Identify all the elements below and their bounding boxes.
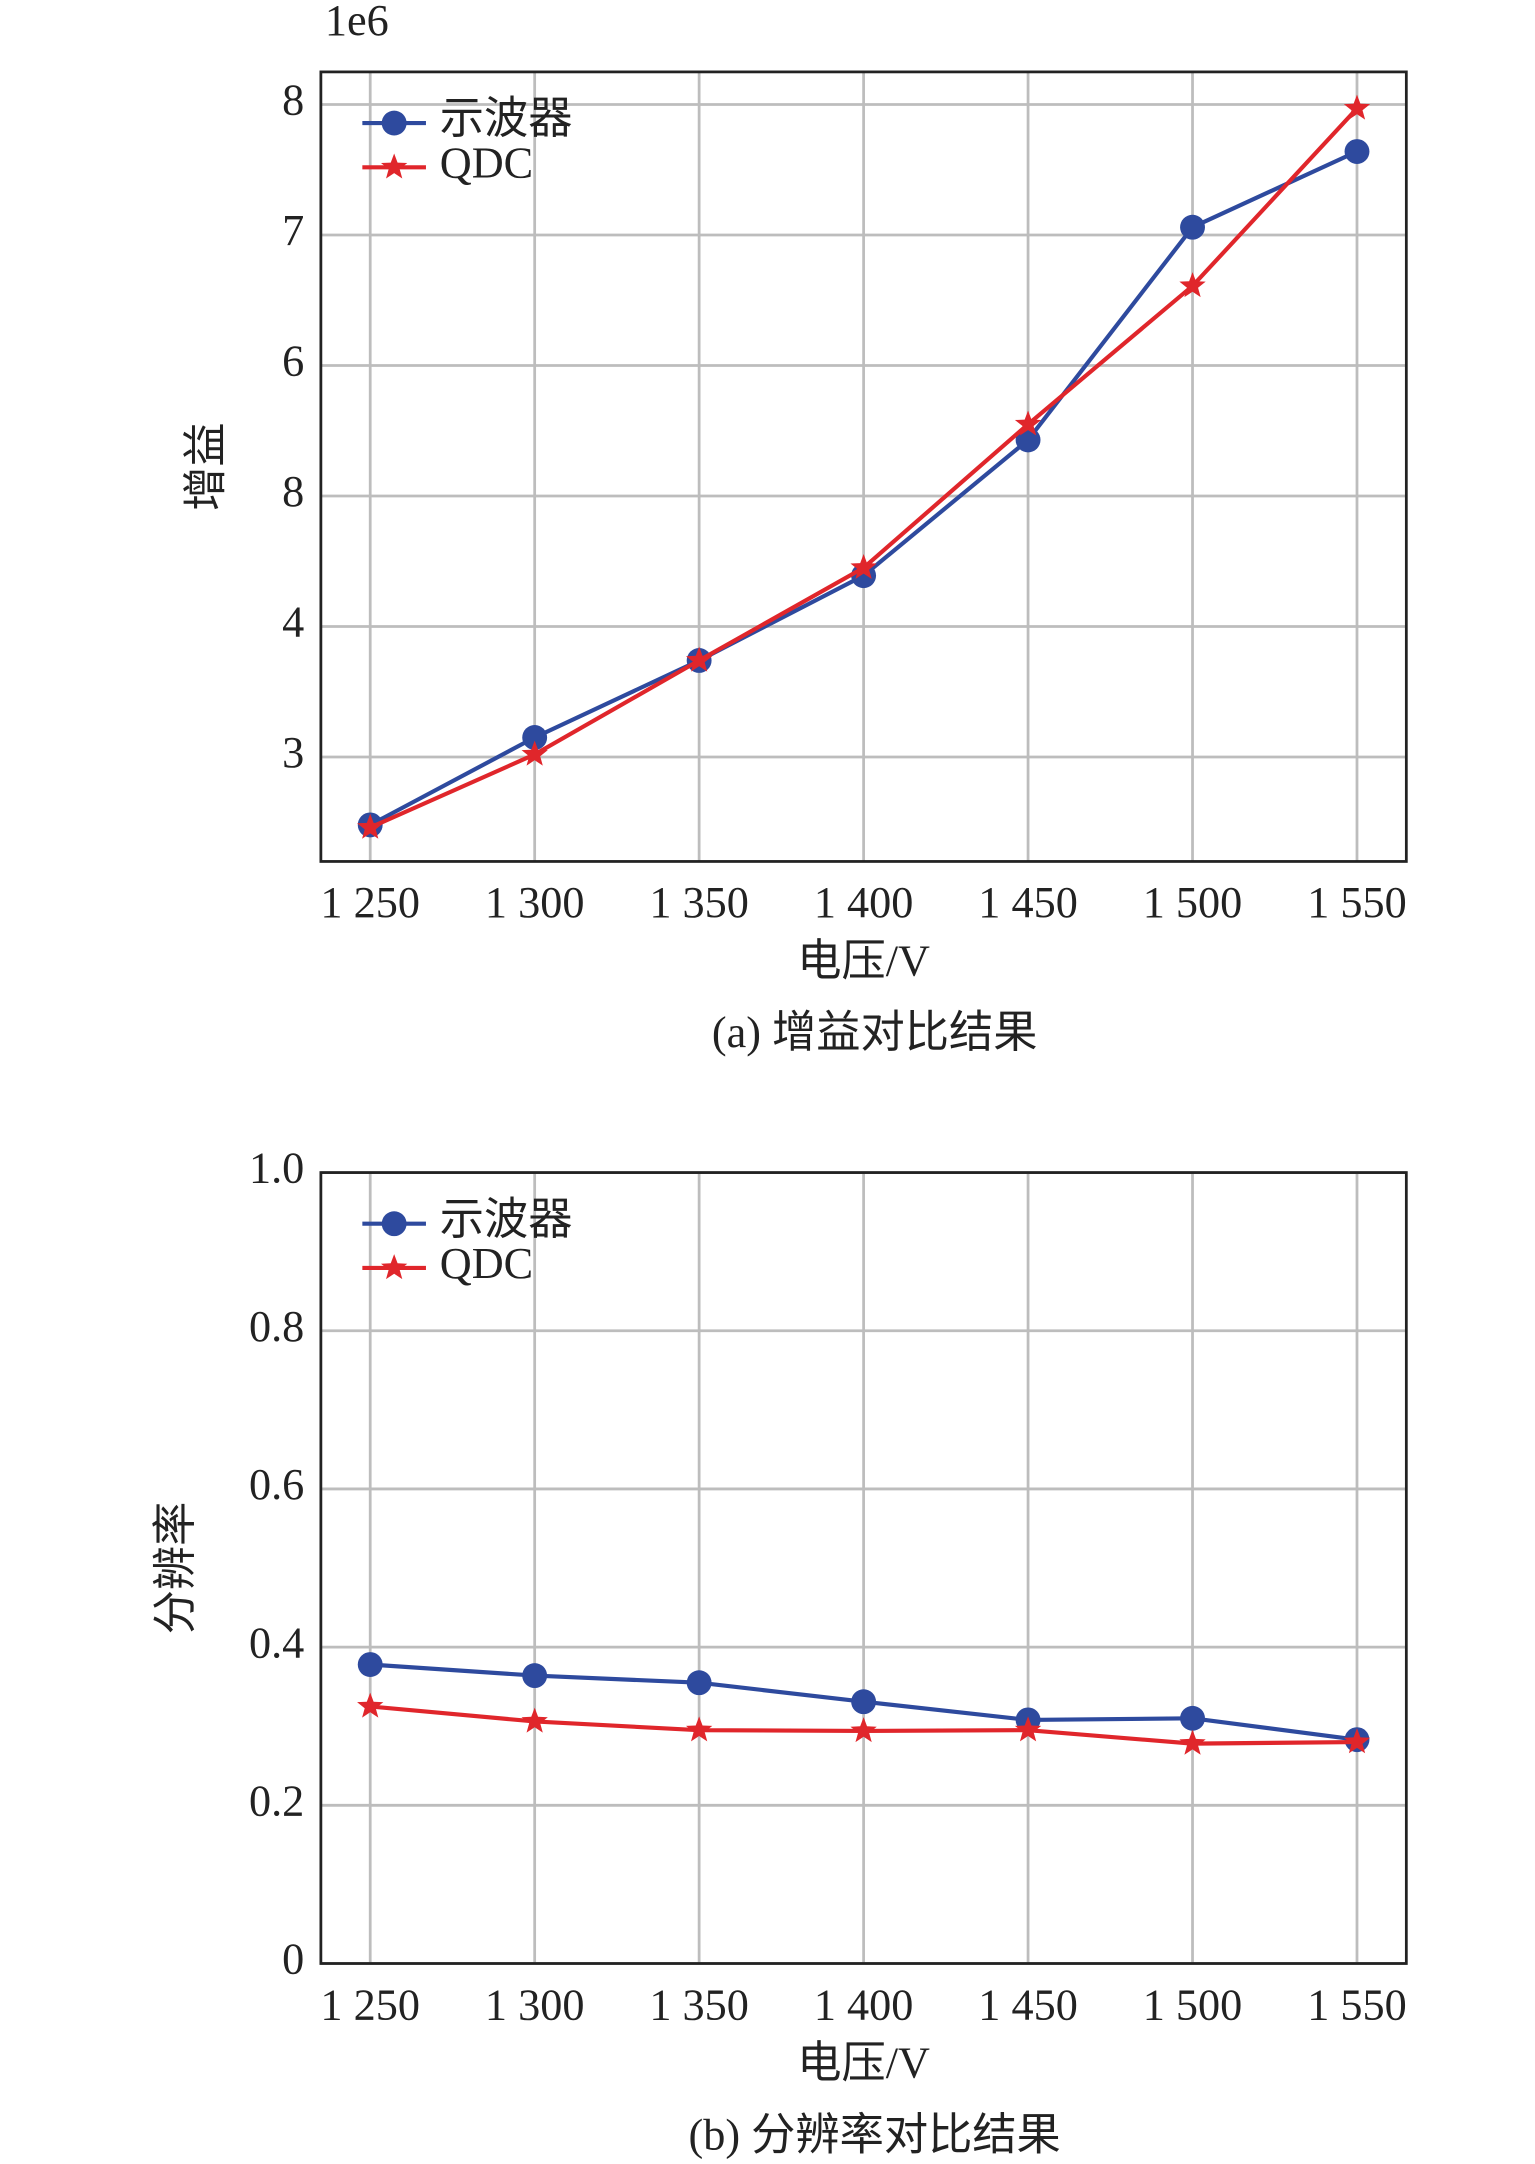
y-tick-label: 0.4 xyxy=(249,1618,304,1667)
plot-frame xyxy=(319,70,1408,863)
y-tick-label: 7 xyxy=(282,206,304,255)
y-tick-label: 1.0 xyxy=(249,1144,304,1193)
x-tick-label: 1 250 xyxy=(320,878,420,927)
legend-label: QDC xyxy=(440,138,533,187)
x-tick-label: 1 350 xyxy=(649,878,749,927)
y-tick-label: 6 xyxy=(282,337,304,386)
point-marker xyxy=(850,553,877,579)
point-marker xyxy=(357,1692,384,1718)
x-tick-label: 1 550 xyxy=(1307,1980,1407,2029)
point-marker xyxy=(1180,214,1205,240)
legend-label: 示波器 xyxy=(440,94,573,143)
point-marker xyxy=(850,1717,877,1743)
point-marker xyxy=(685,646,713,672)
legend-marker xyxy=(381,153,408,179)
point-marker xyxy=(1344,139,1370,164)
x-tick-label: 1 450 xyxy=(978,878,1078,927)
x-tick-label: 1 450 xyxy=(978,1980,1078,2029)
x-tick-label: 1 400 xyxy=(814,878,914,927)
x-tick-label: 1 400 xyxy=(814,1980,914,2029)
caption: (a) 增益对比结果 xyxy=(712,1008,1038,1057)
point-marker xyxy=(686,1670,712,1696)
x-tick-label: 1 500 xyxy=(1143,878,1243,927)
point-marker xyxy=(1179,1729,1206,1755)
legend-marker xyxy=(381,1254,408,1280)
y-axis-label: 增益 xyxy=(181,422,230,510)
point-marker xyxy=(357,1652,383,1677)
legend-label: QDC xyxy=(440,1239,533,1288)
point-marker xyxy=(1343,1728,1371,1754)
y-tick-label: 0.8 xyxy=(249,1302,304,1351)
point-marker xyxy=(685,1716,713,1742)
x-tick-label: 1 300 xyxy=(485,1980,585,2029)
y-tick-label: 8 xyxy=(282,76,304,125)
point-marker xyxy=(522,1663,548,1689)
point-marker xyxy=(522,725,548,750)
x-tick-label: 1 500 xyxy=(1143,1980,1243,2029)
y-tick-label: 4 xyxy=(282,598,304,647)
x-tick-label: 1 350 xyxy=(649,1980,749,2029)
y-tick-label: 0.6 xyxy=(249,1460,304,1509)
caption: (b) 分辨率对比结果 xyxy=(689,2110,1061,2159)
x-tick-label: 1 550 xyxy=(1307,878,1407,927)
x-axis-label: 电压/V xyxy=(797,936,930,985)
axis-offset: 1e6 xyxy=(325,0,389,45)
point-marker xyxy=(1179,272,1206,298)
legend-marker xyxy=(381,110,407,136)
y-tick-label: 3 xyxy=(282,728,304,777)
point-marker xyxy=(1014,410,1042,436)
point-marker xyxy=(357,813,384,839)
point-marker xyxy=(1180,1705,1205,1731)
x-tick-label: 1 300 xyxy=(485,878,585,927)
legend-marker xyxy=(381,1211,407,1237)
y-tick-label: 8 xyxy=(282,467,304,516)
y-tick-label: 0.2 xyxy=(249,1776,304,1825)
x-axis-label: 电压/V xyxy=(797,2038,930,2087)
y-axis-label: 分辨率 xyxy=(151,1502,200,1635)
point-marker xyxy=(521,740,548,766)
point-marker xyxy=(521,1707,548,1733)
plot-frame xyxy=(319,1171,1408,1965)
legend-label: 示波器 xyxy=(440,1195,573,1244)
point-marker xyxy=(1014,1716,1042,1742)
point-marker xyxy=(851,1689,877,1715)
y-tick-label: 0 xyxy=(282,1935,304,1984)
x-tick-label: 1 250 xyxy=(320,1980,420,2029)
point-marker xyxy=(1343,94,1371,120)
